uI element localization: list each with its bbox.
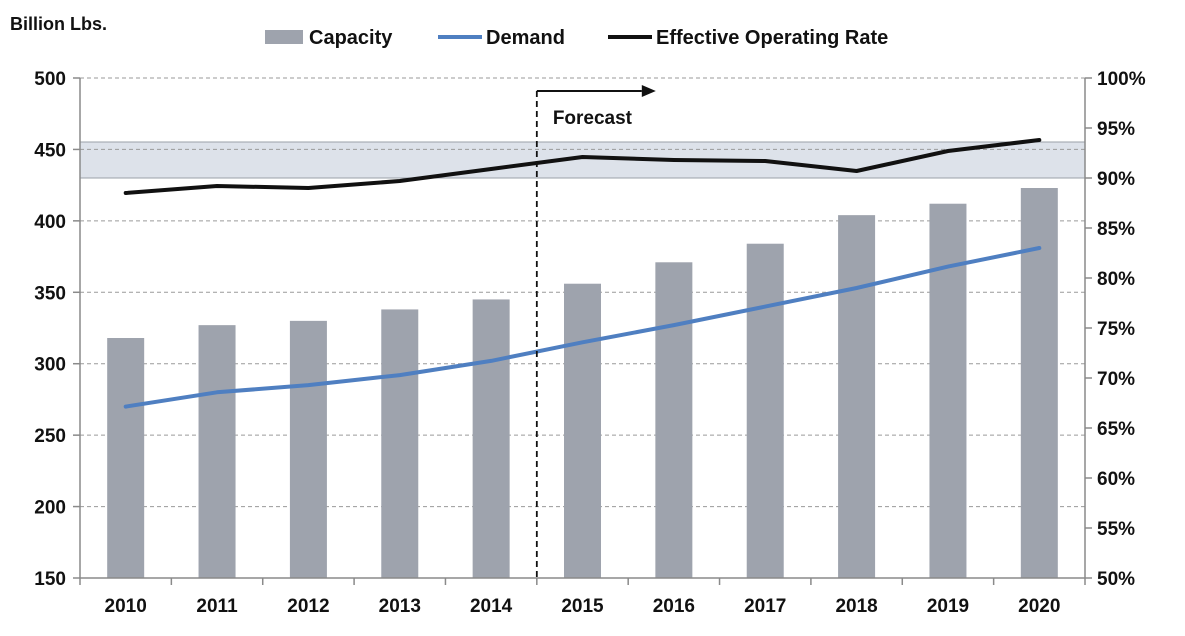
- left-axis-tick-label: 350: [34, 283, 66, 304]
- target-band-rect: [79, 141, 1086, 179]
- operating-rate-point-2020: [1038, 138, 1041, 142]
- left-axis-tick-label: 500: [34, 69, 66, 90]
- forecast-arrow-head: [641, 85, 656, 97]
- operating-rate-point-2015: [581, 155, 584, 159]
- demand-point-2019: [946, 265, 950, 268]
- demand-point-2017: [764, 305, 767, 308]
- operating-rate-point-2013: [398, 179, 401, 183]
- right-axis-tick-label: 65%: [1097, 419, 1135, 440]
- capacity-bar-2016: [655, 262, 693, 578]
- x-axis-tick-label: 2015: [561, 596, 604, 617]
- capacity-bar-2011: [198, 325, 236, 578]
- series-lines: [123, 138, 1042, 409]
- capacity-bar-2018: [838, 215, 876, 578]
- legend-demand-label: Demand: [486, 27, 565, 49]
- right-axis-tick-label: 95%: [1097, 119, 1135, 140]
- legend-effective-operating-rate-label: Effective Operating Rate: [656, 27, 888, 49]
- operating-rate-point-2016: [672, 158, 676, 162]
- left-axis-tick-label: 200: [34, 498, 66, 519]
- x-axis-tick-label: 2013: [379, 596, 421, 617]
- demand-point-2012: [307, 383, 310, 387]
- left-axis-tick-label: 450: [34, 140, 66, 161]
- x-axis-tick-label: 2020: [1018, 596, 1060, 617]
- x-axis-tick-label: 2011: [196, 596, 238, 617]
- operating-rate-point-2018: [855, 169, 858, 173]
- x-axis-tick-label: 2016: [653, 596, 695, 617]
- capacity-bar-2019: [929, 203, 967, 578]
- left-axis-tick-label: 150: [34, 569, 66, 590]
- forecast-marker: Forecast: [535, 85, 656, 578]
- right-axis-tick-label: 90%: [1097, 169, 1135, 190]
- capacity-bar-2017: [746, 243, 784, 578]
- forecast-label: Forecast: [553, 108, 633, 129]
- capacity-bar-2013: [381, 309, 419, 578]
- demand-point-2020: [1038, 246, 1041, 250]
- demand-point-2011: [215, 391, 219, 394]
- demand-point-2015: [581, 341, 584, 344]
- right-axis-tick-label: 100%: [1097, 69, 1146, 90]
- capacity-bar-2015: [564, 283, 601, 578]
- target-band: [79, 141, 1086, 179]
- legend: Capacity Demand Effective Operating Rate: [265, 27, 888, 49]
- capacity-bar-2010: [107, 338, 145, 578]
- demand-point-2010: [124, 405, 127, 408]
- demand-point-2016: [672, 323, 676, 327]
- operating-rate-point-2011: [215, 184, 219, 188]
- operating-rate-point-2017: [764, 159, 767, 163]
- right-axis-tick-label: 55%: [1097, 519, 1135, 540]
- x-axis-tick-label: 2014: [470, 596, 513, 617]
- operating-rate-point-2012: [307, 186, 310, 190]
- axes: 150 200 250 300 350 400 450 500 50% 55% 60% 65% 70% 7…: [34, 69, 1145, 617]
- left-axis-tick-label: 400: [34, 212, 66, 233]
- x-axis-tick-label: 2019: [927, 596, 969, 617]
- demand-point-2013: [398, 373, 401, 377]
- capacity-bars: [107, 188, 1058, 578]
- legend-capacity-swatch: [265, 30, 303, 44]
- x-axis-tick-label: 2017: [744, 596, 786, 617]
- x-axis-tick-label: 2018: [835, 596, 877, 617]
- capacity-bar-2012: [289, 320, 327, 578]
- demand-point-2018: [855, 286, 858, 290]
- left-axis-tick-label: 250: [34, 426, 66, 447]
- right-axis-tick-label: 75%: [1097, 319, 1135, 340]
- x-axis-tick-label: 2012: [287, 596, 329, 617]
- capacity-bar-2014: [472, 299, 510, 578]
- right-axis-tick-label: 70%: [1097, 369, 1135, 390]
- x-axis-tick-label: 2010: [105, 596, 147, 617]
- left-axis-tick-label: 300: [34, 355, 66, 376]
- operating-rate-point-2014: [489, 167, 493, 171]
- demand-point-2014: [489, 359, 493, 363]
- legend-capacity-label: Capacity: [309, 27, 393, 49]
- right-axis-tick-label: 85%: [1097, 219, 1135, 240]
- capacity-bar-2020: [1020, 188, 1058, 578]
- operating-rate-point-2019: [946, 149, 950, 153]
- right-axis-tick-label: 80%: [1097, 269, 1135, 290]
- right-axis-tick-label: 50%: [1097, 569, 1135, 590]
- right-axis-tick-label: 60%: [1097, 469, 1135, 490]
- operating-rate-point-2010: [124, 191, 127, 195]
- y-axis-unit-label: Billion Lbs.: [10, 14, 107, 34]
